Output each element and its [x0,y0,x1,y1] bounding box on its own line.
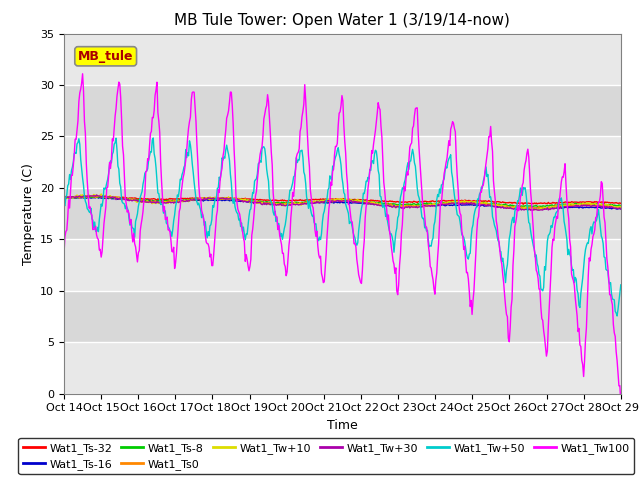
Wat1_Tw+50 [313,230,321,236]
Wat1_Ts-32 [204,195,212,201]
Wat1_Tw+10 [60,195,68,201]
Wat1_Ts0 [520,206,528,212]
Wat1_Ts-16 [93,194,100,200]
Bar [64,85,621,136]
Wat1_Tw+30 [159,200,167,206]
Bar [64,240,621,291]
Bar [64,34,621,85]
Line: Wat1_Tw+30: Wat1_Tw+30 [64,195,621,210]
Wat1_Ts0 [389,203,397,208]
Wat1_Tw100 [204,241,212,247]
Wat1_Ts-32 [159,197,167,203]
Wat1_Ts0 [87,193,95,199]
Wat1_Ts-16 [480,203,488,209]
Wat1_Ts-16 [159,199,167,204]
Wat1_Tw+50 [613,313,621,319]
Wat1_Ts-32 [480,199,488,204]
Wat1_Ts-32 [519,202,527,207]
Wat1_Tw+10 [159,200,167,206]
Wat1_Tw100 [433,270,440,276]
Wat1_Ts-16 [617,206,625,212]
Wat1_Ts-16 [60,195,68,201]
Wat1_Tw+50 [433,197,440,203]
Wat1_Tw+30 [617,206,625,212]
Wat1_Tw100 [79,71,86,77]
Wat1_Tw+10 [389,203,397,208]
Wat1_Ts-32 [617,201,625,206]
Wat1_Tw+10 [617,204,625,210]
Wat1_Ts0 [617,205,625,211]
Wat1_Tw+50 [60,202,68,208]
Wat1_Ts-32 [77,193,84,199]
Wat1_Tw100 [617,401,625,407]
Wat1_Ts-16 [204,198,212,204]
Line: Wat1_Tw+50: Wat1_Tw+50 [64,138,621,316]
Text: MB_tule: MB_tule [78,50,133,63]
Wat1_Ts-32 [60,194,68,200]
Wat1_Ts0 [480,202,488,207]
Wat1_Ts-8 [204,196,212,202]
Bar [64,136,621,188]
Wat1_Tw+10 [204,195,212,201]
Wat1_Ts0 [60,195,68,201]
Wat1_Ts-8 [433,201,440,206]
Wat1_Tw+50 [159,210,167,216]
Wat1_Ts-8 [99,193,107,199]
Wat1_Ts-8 [389,201,397,207]
Wat1_Tw+30 [204,195,212,201]
Wat1_Tw+30 [433,203,440,208]
Wat1_Ts-8 [159,198,167,204]
Wat1_Ts-32 [313,197,321,203]
Wat1_Ts0 [204,196,212,202]
Wat1_Tw100 [60,251,68,257]
Line: Wat1_Ts-32: Wat1_Ts-32 [64,196,621,204]
Wat1_Tw+30 [313,199,321,204]
Wat1_Tw+50 [480,175,488,180]
Wat1_Ts0 [313,199,321,205]
Line: Wat1_Tw100: Wat1_Tw100 [64,74,621,404]
Wat1_Tw+10 [313,198,321,204]
Wat1_Ts0 [433,201,440,207]
Wat1_Tw+10 [480,200,488,205]
Wat1_Tw+30 [480,202,488,207]
Wat1_Tw100 [480,177,488,182]
Wat1_Ts-16 [613,206,621,212]
Wat1_Tw+10 [433,201,440,206]
Wat1_Ts-32 [389,199,397,204]
Line: Wat1_Tw+10: Wat1_Tw+10 [64,194,621,210]
Wat1_Ts-8 [313,198,321,204]
Wat1_Tw+30 [93,192,100,198]
Bar [64,188,621,240]
Wat1_Ts-16 [389,202,397,208]
Wat1_Tw100 [313,228,321,234]
Title: MB Tule Tower: Open Water 1 (3/19/14-now): MB Tule Tower: Open Water 1 (3/19/14-now… [175,13,510,28]
Wat1_Tw100 [389,258,397,264]
Y-axis label: Temperature (C): Temperature (C) [22,163,35,264]
Wat1_Tw+50 [149,135,157,141]
Wat1_Ts-16 [433,203,440,208]
Bar [64,342,621,394]
Wat1_Tw+30 [529,207,536,213]
Wat1_Tw+50 [204,228,212,234]
Wat1_Tw+30 [389,204,397,210]
Legend: Wat1_Ts-32, Wat1_Ts-16, Wat1_Ts-8, Wat1_Ts0, Wat1_Tw+10, Wat1_Tw+30, Wat1_Tw+50,: Wat1_Ts-32, Wat1_Ts-16, Wat1_Ts-8, Wat1_… [19,438,634,474]
Wat1_Tw+10 [524,207,532,213]
Line: Wat1_Ts0: Wat1_Ts0 [64,196,621,209]
Line: Wat1_Ts-16: Wat1_Ts-16 [64,197,621,209]
Wat1_Tw+50 [617,282,625,288]
Wat1_Tw+10 [97,191,105,197]
Wat1_Ts-16 [313,200,321,205]
Line: Wat1_Ts-8: Wat1_Ts-8 [64,196,621,207]
Wat1_Ts-8 [617,204,625,209]
Wat1_Tw+50 [389,239,397,244]
Wat1_Ts-8 [480,199,488,205]
Wat1_Ts-8 [534,204,542,210]
Wat1_Tw100 [159,208,167,214]
Bar [64,291,621,342]
Wat1_Ts-8 [60,196,68,202]
Wat1_Tw+30 [60,195,68,201]
Wat1_Ts0 [159,198,167,204]
X-axis label: Time: Time [327,419,358,432]
Wat1_Ts-32 [433,198,440,204]
